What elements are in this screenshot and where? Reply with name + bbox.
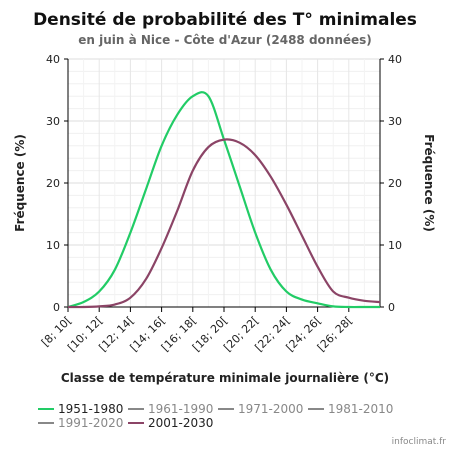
legend-label: 1951-1980 (58, 402, 123, 416)
legend-label: 2001-2030 (148, 416, 213, 430)
legend-label: 1991-2020 (58, 416, 123, 430)
legend-item-1951-1980[interactable]: 1951-1980 (38, 402, 123, 416)
y-ticks-right: 0 10 20 30 40 (380, 53, 402, 314)
y-tick-label-left: 40 (46, 53, 60, 66)
legend-item-1961-1990[interactable]: 1961-1990 (128, 402, 213, 416)
y-tick-label-right: 40 (388, 53, 402, 66)
y-tick-label-left: 20 (46, 177, 60, 190)
y-tick-label-right: 10 (388, 239, 402, 252)
x-tick-label: [26; 28[ (315, 314, 355, 354)
y-tick-label-left: 0 (53, 301, 60, 314)
legend: 1951-1980 1961-1990 1971-2000 1981-2010 1991… (38, 402, 393, 430)
legend-label: 1961-1990 (148, 402, 213, 416)
legend-item-1971-2000[interactable]: 1971-2000 (218, 402, 303, 416)
chart-subtitle: en juin à Nice - Côte d'Azur (2488 donné… (78, 33, 372, 47)
series-line-2001-2030 (67, 138, 381, 309)
y-tick-label-left: 10 (46, 239, 60, 252)
y-tick-label-left: 30 (46, 115, 60, 128)
legend-label: 1981-2010 (328, 402, 393, 416)
legend-item-2001-2030[interactable]: 2001-2030 (128, 416, 213, 430)
legend-label: 1971-2000 (238, 402, 303, 416)
legend-item-1981-2010[interactable]: 1981-2010 (308, 402, 393, 416)
watermark: infoclimat.fr (392, 437, 447, 447)
series-lines (67, 91, 381, 309)
y-ticks-left: 0 10 20 30 40 (46, 53, 68, 314)
y-tick-label-right: 30 (388, 115, 402, 128)
y-axis-title-right: Fréquence (%) (422, 134, 436, 232)
x-ticks: [8; 10[[10; 12[[12; 14[[14; 16[[16; 18[[… (39, 307, 355, 354)
y-tick-label-right: 20 (388, 177, 402, 190)
y-tick-label-right: 0 (388, 301, 395, 314)
grid (67, 58, 381, 308)
legend-item-1991-2020[interactable]: 1991-2020 (38, 416, 123, 430)
chart-title: Densité de probabilité des T° minimales (33, 10, 417, 30)
x-axis-title: Classe de température minimale journaliè… (61, 371, 389, 385)
y-axis-title-left: Fréquence (%) (13, 134, 27, 232)
